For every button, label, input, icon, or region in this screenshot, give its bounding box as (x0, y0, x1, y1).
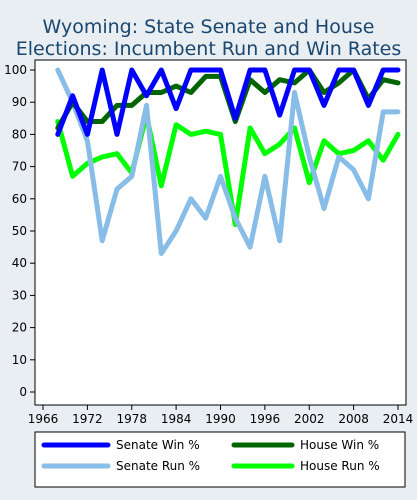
series-line-3 (55, 112, 401, 228)
y-tick-label: 50 (12, 224, 27, 238)
y-tick-label: 60 (12, 192, 27, 206)
y-tick-label: 100 (4, 63, 27, 77)
x-tick-label: 1972 (72, 412, 103, 426)
chart-title-line-1: Wyoming: State Senate and House (42, 16, 375, 38)
y-tick-label: 40 (12, 256, 27, 270)
y-tick-label: 10 (12, 353, 27, 367)
y-tick-label: 90 (12, 95, 27, 109)
x-tick-label: 1978 (116, 412, 147, 426)
legend-label-2: Senate Run % (116, 459, 200, 473)
x-tick-label: 2014 (383, 412, 414, 426)
x-tick-label: 1966 (28, 412, 59, 426)
plot-area (34, 59, 407, 406)
x-tick-label: 1990 (205, 412, 236, 426)
series-line-2 (55, 67, 401, 256)
x-tick-label: 1996 (250, 412, 281, 426)
legend-label-3: House Run % (300, 459, 380, 473)
series-line-0 (55, 67, 401, 137)
legend-box (34, 431, 406, 488)
y-tick-label: 30 (12, 288, 27, 302)
y-tick-label: 0 (19, 385, 27, 399)
x-tick-label: 2008 (338, 412, 369, 426)
chart-title-line-2: Elections: Incumbent Run and Win Rates (15, 38, 402, 60)
x-tick-label: 2002 (294, 412, 325, 426)
y-tick-label: 80 (12, 127, 27, 141)
y-tick-label: 20 (12, 321, 27, 335)
legend-label-0: Senate Win % (116, 438, 200, 452)
x-tick-label: 1984 (161, 412, 192, 426)
legend-label-1: House Win % (300, 438, 379, 452)
y-tick-label: 70 (12, 160, 27, 174)
